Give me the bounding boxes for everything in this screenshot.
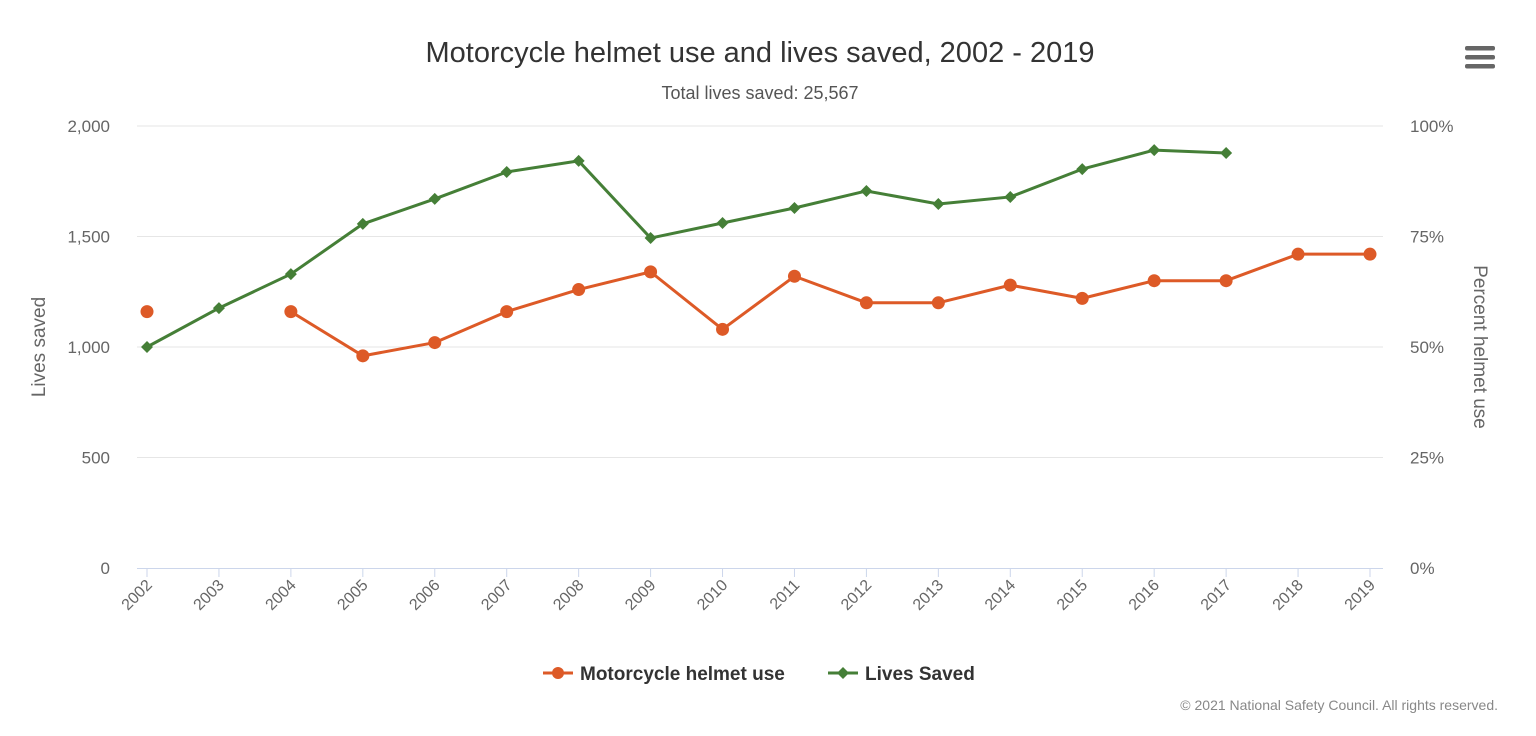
series-line — [146, 148, 1227, 349]
y-left-tick-label: 1,000 — [67, 338, 110, 357]
credits[interactable]: © 2021 National Safety Council. All righ… — [1180, 697, 1498, 713]
legend-item-helmet-use[interactable]: Motorcycle helmet use — [543, 664, 785, 685]
hamburger-menu-icon — [1465, 46, 1495, 69]
data-point-lives-saved — [788, 201, 801, 214]
x-tick-label: 2012 — [838, 577, 875, 614]
data-point-helmet-use — [1003, 278, 1017, 292]
data-point-lives-saved — [212, 302, 225, 315]
legend-circle-marker — [552, 667, 564, 679]
data-point-helmet-use — [859, 296, 873, 310]
x-tick-label: 2009 — [622, 577, 659, 614]
data-point-lives-saved — [428, 192, 441, 205]
data-point-helmet-use — [716, 322, 730, 336]
x-tick-label: 2007 — [478, 577, 515, 614]
data-point-lives-saved — [141, 341, 153, 353]
y-left-axis-title: Lives saved — [29, 297, 50, 397]
legend-item-lives-saved[interactable]: Lives Saved — [828, 664, 975, 685]
data-point-helmet-use — [1075, 291, 1089, 305]
data-point-lives-saved — [1220, 146, 1233, 159]
x-tick-label: 2013 — [910, 577, 947, 614]
x-tick-label: 2014 — [982, 577, 1019, 614]
data-point-lives-saved — [932, 198, 945, 211]
x-tick-label: 2011 — [767, 577, 803, 613]
data-point-lives-saved — [1148, 144, 1161, 157]
x-tick-label: 2005 — [334, 577, 371, 614]
x-tick-label: 2008 — [550, 577, 587, 614]
data-point-helmet-use — [428, 336, 442, 350]
y-right-tick-label: 50% — [1410, 338, 1444, 357]
x-tick-label: 2006 — [406, 577, 443, 614]
legend-label: Motorcycle helmet use — [580, 664, 785, 685]
data-point-helmet-use — [1291, 247, 1305, 261]
menu-button[interactable] — [1462, 44, 1496, 70]
legend-diamond-marker — [837, 667, 849, 679]
x-tick-label: 2003 — [191, 577, 228, 614]
x-tick-label: 2018 — [1270, 577, 1307, 614]
data-point-lives-saved — [644, 232, 657, 245]
y-right-tick-label: 25% — [1410, 449, 1444, 468]
y-left-tick-label: 0 — [101, 559, 110, 578]
legend-label: Lives Saved — [865, 664, 975, 685]
data-point-helmet-use — [1219, 274, 1233, 288]
x-tick-label: 2019 — [1342, 577, 1379, 614]
y-right-tick-label: 75% — [1410, 228, 1444, 247]
x-tick-label: 2002 — [119, 577, 156, 614]
data-point-helmet-use — [644, 265, 658, 279]
x-tick-label: 2015 — [1054, 577, 1091, 614]
x-tick-label: 2016 — [1126, 577, 1163, 614]
data-point-lives-saved — [1076, 163, 1089, 176]
y-right-tick-label: 100% — [1410, 117, 1453, 136]
data-point-helmet-use — [140, 305, 154, 319]
data-point-lives-saved — [500, 165, 513, 178]
data-point-lives-saved — [860, 184, 873, 197]
data-point-lives-saved — [1004, 190, 1017, 203]
data-point-helmet-use — [1363, 247, 1377, 261]
chart-title: Motorcycle helmet use and lives saved, 2… — [426, 37, 1095, 69]
y-left-tick-label: 1,500 — [67, 228, 110, 247]
y-right-axis-title: Percent helmet use — [1469, 265, 1490, 429]
data-point-lives-saved — [356, 217, 369, 230]
x-tick-label: 2017 — [1198, 577, 1235, 614]
data-point-lives-saved — [284, 268, 297, 281]
data-point-helmet-use — [356, 349, 370, 363]
data-point-lives-saved — [572, 154, 585, 167]
data-point-helmet-use — [572, 283, 586, 297]
series-line — [290, 252, 1370, 358]
y-right-tick-label: 0% — [1410, 559, 1435, 578]
data-point-helmet-use — [284, 305, 298, 319]
data-point-helmet-use — [931, 296, 945, 310]
y-left-tick-label: 2,000 — [67, 117, 110, 136]
x-tick-label: 2010 — [694, 577, 731, 614]
data-point-helmet-use — [500, 305, 514, 319]
data-point-helmet-use — [1147, 274, 1161, 288]
data-point-helmet-use — [787, 269, 801, 283]
y-left-tick-label: 500 — [82, 449, 110, 468]
data-point-lives-saved — [716, 217, 729, 230]
x-tick-label: 2004 — [263, 577, 300, 614]
chart-subtitle: Total lives saved: 25,567 — [661, 83, 858, 103]
